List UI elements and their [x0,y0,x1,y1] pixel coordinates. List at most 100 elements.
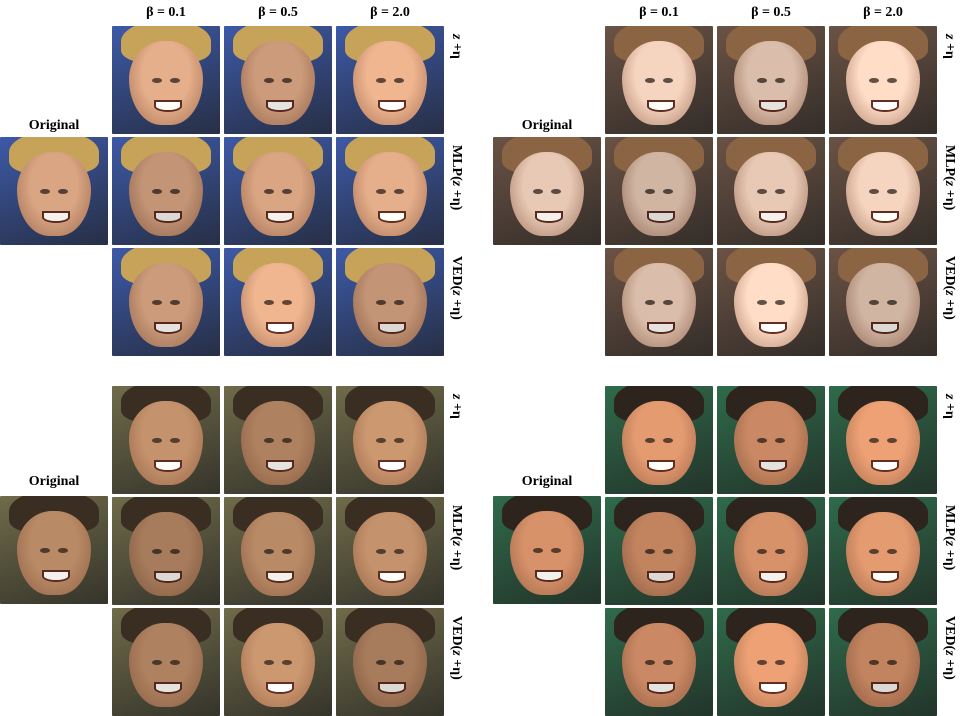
row-label-prefix: VED( [449,616,464,651]
eye [869,549,879,555]
eye [775,300,785,306]
mouth [154,322,182,334]
eye [869,300,879,306]
eye [282,438,292,444]
row-label: VED(z +η) [448,256,464,320]
eye [663,300,673,306]
face [129,41,203,126]
mouth [266,460,294,472]
mouth [378,211,406,223]
mouth [759,571,787,583]
face [353,623,427,708]
eye [394,549,404,555]
generated-image [336,386,444,494]
row-label-suffix: +η [449,399,464,419]
original-label: Original [28,474,80,489]
eye [869,189,879,195]
face [622,623,696,708]
eye [645,660,655,666]
face [622,152,696,237]
mouth [871,100,899,112]
row-label: VED(z +η) [448,616,464,680]
row-label-suffix: +η) [942,546,957,571]
row-label-prefix: MLP( [942,505,957,541]
mouth [266,211,294,223]
eye [152,189,162,195]
mouth [759,100,787,112]
eye [170,438,180,444]
column-label: β = 0.1 [146,5,186,20]
column-label: β = 2.0 [370,5,410,20]
eye [152,78,162,84]
row-label-suffix: +η) [942,186,957,211]
eye [282,300,292,306]
mouth [759,682,787,694]
eye [645,438,655,444]
generated-image [605,26,713,134]
face [353,263,427,348]
original-image [0,496,108,604]
mouth [266,682,294,694]
row-label: z +η [448,394,464,419]
generated-image [829,386,937,494]
generated-image [112,137,220,245]
eye [887,660,897,666]
mouth [154,682,182,694]
eye [533,189,543,195]
face [734,512,808,597]
eye [264,438,274,444]
column-label: β = 2.0 [863,5,903,20]
face [241,152,315,237]
face [129,263,203,348]
mouth [871,682,899,694]
mouth [535,211,563,223]
generated-image [336,137,444,245]
eye [394,78,404,84]
row-label-suffix: +η) [449,655,464,680]
eye [376,660,386,666]
generated-image [829,248,937,356]
generated-image [717,137,825,245]
row-label-prefix: MLP( [942,145,957,181]
eye [376,300,386,306]
row-label: MLP(z +η) [941,505,957,570]
eye [663,660,673,666]
eye [757,78,767,84]
eye [663,78,673,84]
face [129,512,203,597]
mouth [378,460,406,472]
eye [887,189,897,195]
mouth [647,211,675,223]
eye [757,438,767,444]
eye [645,78,655,84]
eye [645,300,655,306]
mouth [378,571,406,583]
face [734,41,808,126]
row-label: z +η [941,394,957,419]
eye [264,660,274,666]
generated-image [224,497,332,605]
original-image [493,137,601,245]
face [17,152,91,237]
eye [775,189,785,195]
mouth [154,211,182,223]
face [353,152,427,237]
face [734,401,808,486]
eye [869,78,879,84]
eye [394,300,404,306]
face [846,401,920,486]
face [846,41,920,126]
eye [887,78,897,84]
row-label: z +η [448,34,464,59]
eye [376,438,386,444]
mouth [871,460,899,472]
row-label-suffix: +η) [449,186,464,211]
eye [775,78,785,84]
row-label: VED(z +η) [941,256,957,320]
generated-image [717,386,825,494]
eye [394,438,404,444]
eye [376,189,386,195]
generated-image [112,26,220,134]
generated-image [112,248,220,356]
mouth [871,211,899,223]
